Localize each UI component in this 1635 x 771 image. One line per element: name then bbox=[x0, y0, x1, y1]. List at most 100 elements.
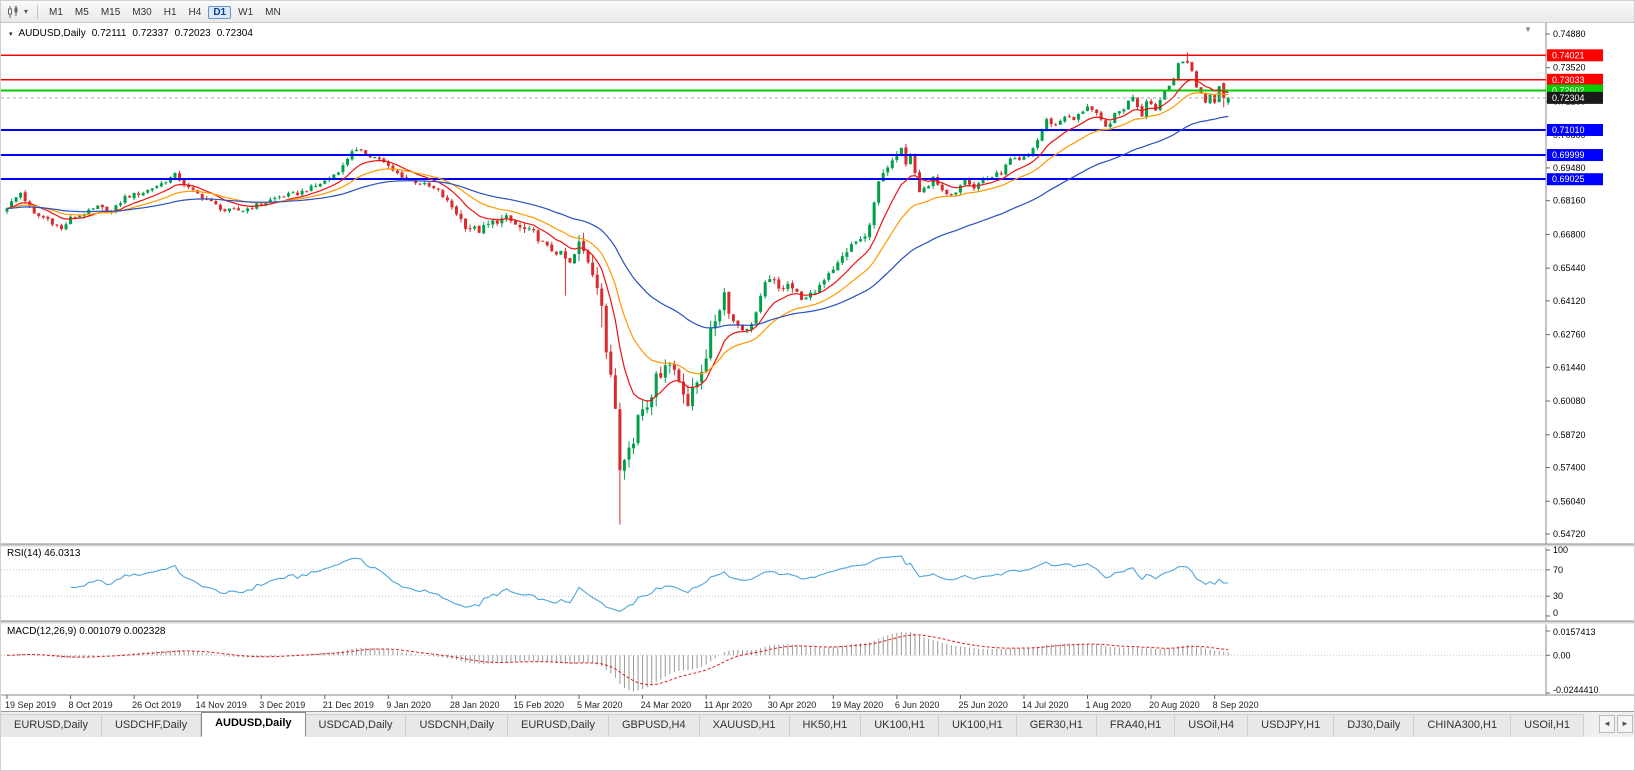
chart-tab-eurusd-daily[interactable]: EURUSD,Daily bbox=[1, 714, 102, 737]
chart-tab-china300-h1[interactable]: CHINA300,H1 bbox=[1414, 714, 1512, 737]
chart-symbol-label: AUDUSD,Daily bbox=[18, 28, 86, 39]
chart-tab-xauusd-h1[interactable]: XAUUSD,H1 bbox=[699, 714, 790, 737]
svg-text:19 Sep 2019: 19 Sep 2019 bbox=[5, 700, 56, 710]
chart-tab-usdcad-daily[interactable]: USDCAD,Daily bbox=[305, 714, 407, 737]
svg-text:0.62760: 0.62760 bbox=[1553, 330, 1586, 340]
bar-low-value: 0.72023 bbox=[174, 28, 211, 39]
svg-text:RSI(14) 46.0313: RSI(14) 46.0313 bbox=[7, 548, 81, 559]
chart-shift-marker[interactable]: ▼ bbox=[1524, 25, 1532, 34]
svg-text:0.69025: 0.69025 bbox=[1552, 174, 1585, 184]
chart-tab-hk50-h1[interactable]: HK50,H1 bbox=[789, 714, 862, 737]
timeframe-button-m5[interactable]: M5 bbox=[74, 6, 89, 18]
bar-close-value: 0.72304 bbox=[216, 28, 253, 39]
chart-tab-audusd-daily[interactable]: AUDUSD,Daily bbox=[201, 712, 306, 737]
chart-tab-gbpusd-h4[interactable]: GBPUSD,H4 bbox=[609, 714, 700, 737]
svg-text:9 Jan 2020: 9 Jan 2020 bbox=[386, 700, 431, 710]
svg-text:0.61440: 0.61440 bbox=[1553, 362, 1586, 372]
svg-text:0.69480: 0.69480 bbox=[1553, 163, 1586, 173]
svg-text:3 Dec 2019: 3 Dec 2019 bbox=[259, 700, 305, 710]
rsi-panel-splitter[interactable] bbox=[1, 543, 1635, 548]
svg-text:0.72304: 0.72304 bbox=[1552, 93, 1585, 103]
toolbar-separator bbox=[37, 4, 39, 19]
svg-text:0.68160: 0.68160 bbox=[1553, 196, 1586, 206]
timeframe-button-d1[interactable]: D1 bbox=[208, 5, 232, 19]
chart-tab-ger30-h1[interactable]: GER30,H1 bbox=[1016, 714, 1097, 737]
svg-text:0.69999: 0.69999 bbox=[1552, 150, 1585, 160]
moving-average-lines bbox=[6, 78, 1229, 402]
bottom-filler bbox=[1, 737, 1634, 770]
svg-text:70: 70 bbox=[1553, 565, 1563, 575]
svg-text:19 May 2020: 19 May 2020 bbox=[831, 700, 883, 710]
svg-text:14 Jul 2020: 14 Jul 2020 bbox=[1022, 700, 1069, 710]
svg-text:100: 100 bbox=[1553, 545, 1568, 555]
macd-panel-splitter[interactable] bbox=[1, 620, 1635, 625]
timeframe-buttons: M1 M5 M15 M30 H1 H4 D1 W1 MN bbox=[43, 2, 287, 22]
chart-canvas[interactable]: 0.748800.735200.721600.708000.694800.681… bbox=[1, 23, 1635, 711]
bar-open-value: 0.72111 bbox=[91, 28, 127, 39]
tab-scroll-arrows: ◄ ► bbox=[1597, 712, 1634, 737]
svg-text:0.74880: 0.74880 bbox=[1553, 29, 1586, 39]
bar-high-value: 0.72337 bbox=[132, 28, 169, 39]
svg-text:0.54720: 0.54720 bbox=[1553, 529, 1586, 539]
candlestick-glyph bbox=[8, 5, 18, 18]
svg-text:5 Mar 2020: 5 Mar 2020 bbox=[577, 700, 623, 710]
tab-scroll-left-icon[interactable]: ◄ bbox=[1599, 715, 1615, 733]
svg-text:0.72602: 0.72602 bbox=[1552, 85, 1585, 95]
timeframe-button-m1[interactable]: M1 bbox=[49, 6, 63, 18]
svg-text:30 Apr 2020: 30 Apr 2020 bbox=[768, 700, 817, 710]
chart-type-caret-icon[interactable]: ▾ bbox=[24, 7, 29, 16]
timeframe-button-w1[interactable]: W1 bbox=[238, 6, 254, 18]
svg-text:0.64120: 0.64120 bbox=[1553, 296, 1586, 306]
svg-text:0.65440: 0.65440 bbox=[1553, 263, 1586, 273]
chart-tab-usoil-h1[interactable]: USOil,H1 bbox=[1511, 714, 1584, 737]
svg-text:MACD(12,26,9) 0.001079 0.00232: MACD(12,26,9) 0.001079 0.002328 bbox=[7, 626, 166, 637]
timeframe-button-h1[interactable]: H1 bbox=[163, 6, 177, 18]
svg-text:0.74021: 0.74021 bbox=[1552, 50, 1585, 60]
svg-text:0.71010: 0.71010 bbox=[1552, 125, 1585, 135]
chart-tab-uk100-h1[interactable]: UK100,H1 bbox=[938, 714, 1017, 737]
rsi-panel: RSI(14) 46.0313 100 70 30 0 bbox=[1, 545, 1568, 618]
chart-tab-uk100-h1[interactable]: UK100,H1 bbox=[861, 714, 939, 737]
timeframe-button-m30[interactable]: M30 bbox=[132, 6, 152, 18]
time-axis[interactable]: 19 Sep 2019 8 Oct 2019 26 Oct 2019 14 Nov 2… bbox=[1, 694, 1635, 710]
price-axis[interactable]: 0.748800.735200.721600.708000.694800.681… bbox=[1545, 23, 1603, 695]
svg-text:0.56040: 0.56040 bbox=[1553, 496, 1586, 506]
svg-text:24 Mar 2020: 24 Mar 2020 bbox=[641, 700, 692, 710]
svg-text:0.73520: 0.73520 bbox=[1553, 63, 1586, 73]
symbol-caret-icon[interactable]: ▾ bbox=[9, 30, 13, 38]
svg-text:8 Oct 2019: 8 Oct 2019 bbox=[69, 700, 113, 710]
svg-text:25 Jun 2020: 25 Jun 2020 bbox=[958, 700, 1008, 710]
chart-tab-dj30-daily[interactable]: DJ30,Daily bbox=[1334, 714, 1415, 737]
timeframe-toolbar: ▾ M1 M5 M15 M30 H1 H4 D1 W1 MN bbox=[1, 1, 1634, 23]
chart-tab-usdchf-daily[interactable]: USDCHF,Daily bbox=[101, 714, 202, 737]
chart-ohlc-header: ▾ AUDUSD,Daily 0.72111 0.72337 0.72023 0… bbox=[9, 28, 253, 39]
chart-tab-usdcnh-daily[interactable]: USDCNH,Daily bbox=[406, 714, 509, 737]
chart-tab-eurusd-daily[interactable]: EURUSD,Daily bbox=[508, 714, 609, 737]
svg-text:28 Jan 2020: 28 Jan 2020 bbox=[450, 700, 500, 710]
timeframe-button-mn[interactable]: MN bbox=[265, 6, 281, 18]
svg-text:14 Nov 2019: 14 Nov 2019 bbox=[196, 700, 247, 710]
svg-text:6 Jun 2020: 6 Jun 2020 bbox=[895, 700, 940, 710]
svg-text:0.58720: 0.58720 bbox=[1553, 430, 1586, 440]
svg-text:0.60080: 0.60080 bbox=[1553, 396, 1586, 406]
chart-tab-usoil-h4[interactable]: USOil,H4 bbox=[1175, 714, 1249, 737]
svg-text:-0.0244410: -0.0244410 bbox=[1553, 685, 1599, 695]
svg-text:11 Apr 2020: 11 Apr 2020 bbox=[704, 700, 752, 710]
timeframe-button-h4[interactable]: H4 bbox=[188, 6, 202, 18]
horizontal-price-lines[interactable] bbox=[1, 54, 1546, 181]
svg-text:26 Oct 2019: 26 Oct 2019 bbox=[132, 700, 181, 710]
svg-text:0.0157413: 0.0157413 bbox=[1553, 627, 1596, 637]
svg-text:8 Sep 2020: 8 Sep 2020 bbox=[1213, 700, 1259, 710]
svg-text:0.00: 0.00 bbox=[1553, 650, 1571, 660]
svg-text:21 Dec 2019: 21 Dec 2019 bbox=[323, 700, 374, 710]
macd-panel: MACD(12,26,9) 0.001079 0.002328 0.0157413… bbox=[1, 626, 1599, 695]
chart-tab-usdjpy-h1[interactable]: USDJPY,H1 bbox=[1248, 714, 1335, 737]
current-price-label bbox=[1547, 91, 1603, 104]
svg-text:0.66800: 0.66800 bbox=[1553, 229, 1586, 239]
chart-tab-fra40-h1[interactable]: FRA40,H1 bbox=[1096, 714, 1176, 737]
chart-type-icon[interactable] bbox=[5, 4, 23, 20]
tab-scroll-right-icon[interactable]: ► bbox=[1617, 715, 1633, 733]
chart-tab-bar: EURUSD,Daily USDCHF,Daily AUDUSD,Daily USDC… bbox=[1, 711, 1634, 737]
timeframe-button-m15[interactable]: M15 bbox=[100, 6, 121, 18]
